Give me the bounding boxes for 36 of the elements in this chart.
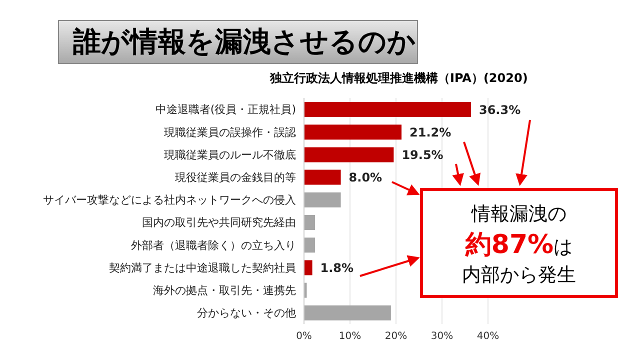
bar — [304, 238, 316, 253]
bar — [304, 147, 394, 162]
x-tick-label: 20% — [384, 331, 408, 342]
bar — [304, 192, 341, 208]
bar — [304, 102, 471, 117]
bar — [304, 260, 312, 276]
y-tick-label: 外部者（退職者除く）の立ち入り — [131, 238, 296, 252]
y-tick-label: 分からない・その他 — [197, 306, 296, 320]
chart-subtitle: 独立行政法人情報処理推進機構（IPA）(2020) — [270, 70, 528, 87]
x-tick-label: 40% — [476, 331, 500, 342]
x-tick-label: 10% — [338, 331, 362, 342]
data-label: 1.8% — [320, 260, 354, 275]
y-tick-label: 現職従業員の誤操作・誤認 — [164, 126, 296, 139]
x-tick-label: 0% — [296, 331, 312, 342]
annotation: 情報漏洩の — [470, 202, 568, 227]
annotation: 約87% — [465, 230, 554, 260]
y-tick-label: 国内の取引先や共同研究先経由 — [142, 216, 296, 230]
bar — [304, 124, 402, 140]
chart-title: 誰が情報を漏洩させるのか — [58, 20, 418, 64]
data-label: 8.0% — [348, 170, 382, 185]
y-tick-label: 現職従業員のルール不徹底 — [164, 148, 296, 162]
data-label: 19.5% — [402, 148, 444, 162]
bar — [304, 215, 316, 230]
data-label: 36.3% — [478, 102, 521, 117]
x-tick-label: 30% — [430, 331, 454, 342]
y-tick-label: 現役従業員の金銭目的等 — [175, 171, 296, 184]
bar — [304, 305, 391, 320]
y-tick-label: 契約満了または中途退職した契約社員 — [109, 261, 296, 274]
y-tick-label: 中途退職者(役員・正規社員) — [155, 103, 296, 116]
data-label: 21.2% — [410, 125, 452, 140]
annotation: 内部から発生 — [461, 263, 577, 288]
bar — [304, 282, 307, 298]
y-tick-label: 海外の拠点・取引先・連携先 — [153, 284, 296, 298]
bar — [304, 170, 341, 185]
y-tick-label: サイバー攻撃などによる社内ネットワークへの侵入 — [43, 194, 296, 207]
callout-box: 情報漏洩の 約87%は 内部から発生 — [420, 188, 618, 298]
